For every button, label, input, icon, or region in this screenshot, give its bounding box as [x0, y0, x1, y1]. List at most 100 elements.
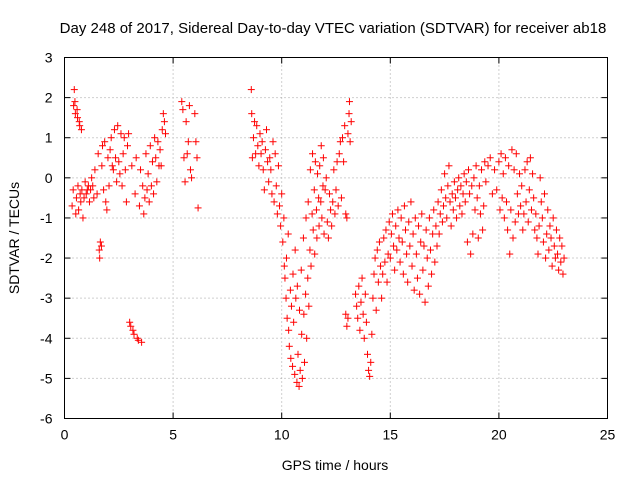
data-point — [182, 118, 190, 126]
data-point — [130, 330, 138, 338]
data-point — [278, 190, 286, 198]
data-point — [296, 306, 304, 314]
data-point — [260, 186, 268, 194]
data-point — [421, 298, 429, 306]
data-point — [541, 190, 549, 198]
data-point — [100, 186, 108, 194]
data-point — [302, 290, 310, 298]
data-point — [71, 98, 79, 106]
data-point — [191, 110, 199, 118]
data-point — [440, 202, 448, 210]
data-point — [285, 326, 293, 334]
data-point — [265, 178, 273, 186]
data-point — [284, 230, 292, 238]
data-point — [114, 122, 122, 130]
data-point — [424, 282, 432, 290]
data-point — [396, 258, 404, 266]
data-point — [534, 250, 542, 258]
data-point — [342, 210, 350, 218]
data-point — [543, 230, 551, 238]
data-point — [70, 86, 78, 94]
data-point — [185, 102, 193, 110]
data-point — [539, 238, 547, 246]
data-point — [362, 318, 370, 326]
data-point — [305, 302, 313, 310]
data-point — [304, 274, 312, 282]
data-point — [102, 198, 110, 206]
data-point — [369, 294, 377, 302]
data-point — [538, 214, 546, 222]
data-point — [309, 226, 317, 234]
data-point — [82, 190, 90, 198]
data-point — [300, 310, 308, 318]
data-point — [548, 262, 556, 270]
data-point — [407, 198, 415, 206]
data-point — [385, 218, 393, 226]
data-point — [116, 170, 124, 178]
data-point — [90, 194, 98, 202]
data-point — [432, 222, 440, 230]
data-point — [554, 250, 562, 258]
data-point — [289, 270, 297, 278]
data-point — [353, 302, 361, 310]
data-point — [415, 222, 423, 230]
data-point — [484, 162, 492, 170]
data-point — [392, 222, 400, 230]
data-point — [157, 162, 165, 170]
data-point — [454, 186, 462, 194]
data-point — [535, 222, 543, 230]
data-point — [384, 250, 392, 258]
data-point — [512, 150, 520, 158]
data-point — [419, 266, 427, 274]
data-point — [505, 162, 513, 170]
data-point — [269, 138, 277, 146]
data-point — [323, 218, 331, 226]
data-point — [317, 142, 325, 150]
data-point — [523, 158, 531, 166]
data-point — [316, 162, 324, 170]
data-point — [340, 158, 348, 166]
data-point — [511, 218, 519, 226]
data-point — [125, 130, 133, 138]
data-point — [290, 318, 298, 326]
data-point — [471, 206, 479, 214]
data-point — [276, 202, 284, 210]
data-point — [446, 198, 454, 206]
data-point — [283, 314, 291, 322]
data-point — [508, 146, 516, 154]
y-tick-label: 0 — [45, 170, 53, 186]
data-point — [546, 222, 554, 230]
data-point — [377, 262, 385, 270]
data-point — [75, 206, 83, 214]
data-point — [304, 198, 312, 206]
data-point — [527, 206, 535, 214]
data-point — [193, 154, 201, 162]
data-point — [104, 154, 112, 162]
data-point — [97, 242, 105, 250]
data-point — [458, 210, 466, 218]
data-point — [503, 198, 511, 206]
data-point — [110, 126, 118, 134]
data-point — [382, 226, 390, 234]
data-point — [398, 238, 406, 246]
data-point — [257, 150, 265, 158]
data-point — [366, 372, 374, 380]
data-point — [95, 246, 103, 254]
data-point — [343, 322, 351, 330]
data-point — [525, 186, 533, 194]
data-point — [119, 150, 127, 158]
data-point — [516, 170, 524, 178]
data-point — [344, 130, 352, 138]
data-point — [368, 330, 376, 338]
data-point — [559, 270, 567, 278]
data-point — [532, 210, 540, 218]
data-point — [320, 230, 328, 238]
data-point — [420, 242, 428, 250]
data-point — [281, 274, 289, 282]
data-point — [531, 226, 539, 234]
data-point — [272, 182, 280, 190]
data-point — [496, 206, 504, 214]
data-point — [430, 206, 438, 214]
data-point — [271, 150, 279, 158]
data-point — [442, 194, 450, 202]
